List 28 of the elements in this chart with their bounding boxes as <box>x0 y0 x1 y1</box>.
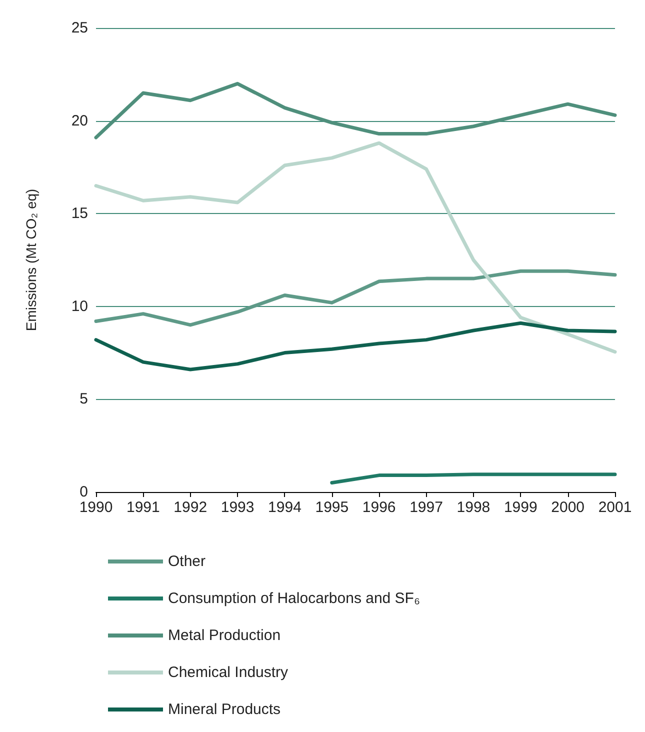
x-tick-label: 1992 <box>174 499 208 516</box>
y-tick-label: 10 <box>71 298 88 315</box>
x-tick-label: 1997 <box>410 499 443 516</box>
x-tick-label: 1993 <box>220 499 254 516</box>
legend-label: Other <box>168 553 206 570</box>
y-tick-label: 0 <box>80 484 88 500</box>
x-tick-label: 1994 <box>268 499 302 516</box>
legend-label: Mineral Products <box>168 701 281 718</box>
y-tick-label: 20 <box>71 112 88 130</box>
x-tick-label: 1996 <box>362 499 396 516</box>
x-tick-label: 1995 <box>315 499 349 516</box>
legend-label: Chemical Industry <box>168 664 289 681</box>
x-tick-label: 2000 <box>551 499 585 516</box>
line-series <box>94 141 617 354</box>
line-series <box>94 269 617 327</box>
x-tick-label: 1991 <box>126 499 160 516</box>
y-tick-label: 5 <box>80 390 88 408</box>
line-series <box>94 321 617 372</box>
x-tick-label: 1990 <box>79 499 113 516</box>
y-tick-label: 25 <box>71 20 88 36</box>
y-axis-title: Emissions (Mt CO₂ eq) <box>23 188 39 332</box>
x-tick-label: 1998 <box>456 499 490 516</box>
y-tick-label: 15 <box>71 205 88 222</box>
legend-label: Consumption of Halocarbons and SF₆ <box>168 590 420 607</box>
x-tick-label: 1999 <box>504 499 538 516</box>
line-series <box>94 82 617 140</box>
legend-label: Metal Production <box>168 627 281 644</box>
x-tick-label: 2001 <box>598 499 632 516</box>
